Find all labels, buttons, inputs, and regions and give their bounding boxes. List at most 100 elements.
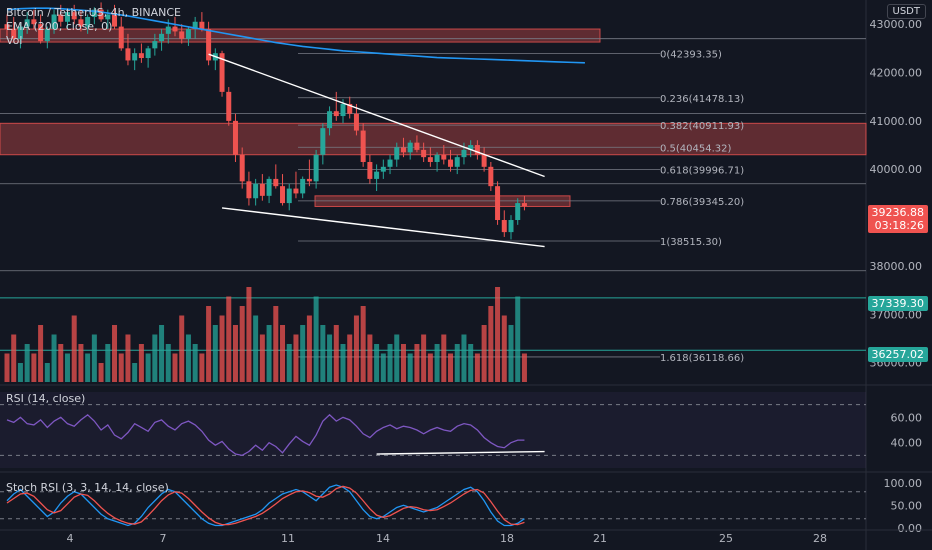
candle-body [85,16,91,27]
candle-body [11,29,17,39]
stoch-axis-tick: 50.00 [891,499,923,512]
stoch-d-line [6,485,525,526]
volume-bar [118,353,124,382]
candle-body [481,154,487,167]
candle-body [387,159,393,167]
candle-body [488,166,494,187]
volume-bar [340,344,346,382]
stoch-rsi-legend: Stoch RSI (3, 3, 14, 14, close) [6,481,169,494]
fib-level-label: 0.5(40454.32) [660,143,732,154]
candle-body [501,220,507,233]
candle-body [508,220,514,233]
candle-body [199,21,205,30]
volume-bar [44,363,50,382]
candle-body [132,53,138,61]
volume-bar [185,334,191,382]
candle-body [313,154,319,182]
fib-level-label: 1(38515.30) [660,237,722,248]
fib-level-label: 1.618(36118.66) [660,353,744,364]
fib-level-label: 0.236(41478.13) [660,94,744,105]
volume-bar [374,344,380,382]
volume-bar [71,315,77,382]
candle-body [38,24,44,42]
candle-body [118,26,124,49]
ema-legend: EMA (200, close, 0) [6,20,113,33]
candle-body [320,128,326,155]
time-axis-tick: 28 [813,532,827,545]
volume-bar [394,334,400,382]
price-axis-tick: 40000.00 [870,163,923,176]
fib-level-label: 0(42393.35) [660,50,722,61]
rsi-line [6,413,525,457]
volume-bar [508,325,514,382]
candle-body [165,26,171,34]
volume-bar [521,353,527,382]
volume-bar [165,344,171,382]
level-label-36257: 36257.02 [867,347,928,362]
candle-body [360,130,366,162]
time-axis-tick: 21 [593,532,607,545]
volume-bar [51,334,57,382]
candle-body [239,154,245,182]
volume-bar [407,353,413,382]
candle-body [367,161,373,179]
ema-200-line [6,7,585,64]
fib-level-label: 0.382(40911.93) [660,121,744,132]
volume-bar [253,315,259,382]
volume-bar [266,325,272,382]
candle-body [266,178,272,196]
candle-body [441,154,447,160]
fib-level-label: 0.786(39345.20) [660,197,744,208]
volume-bar [17,363,23,382]
candle-body [468,145,474,150]
volume-bar [293,334,299,382]
volume-bar [199,353,205,382]
candle-body [4,24,10,30]
volume-bar [347,334,353,382]
volume-bar [427,353,433,382]
rsi-legend: RSI (14, close) [6,392,86,405]
candle-body [333,111,339,117]
candle-body [51,14,57,30]
candle-body [347,103,353,114]
currency-button[interactable]: USDT [886,4,926,19]
price-axis-tick: 43000.00 [870,18,923,31]
volume-bar [172,353,178,382]
volume-bar [192,344,198,382]
candle-body [71,12,77,20]
volume-bar [145,353,151,382]
candle-body [253,183,259,199]
time-axis-tick: 4 [67,532,74,545]
candle-body [374,171,380,179]
price-axis-tick: 38000.00 [870,260,923,273]
candle-body [461,149,467,158]
volume-bar [91,334,97,382]
volume-bar [474,353,480,382]
candle-body [232,120,238,155]
volume-bar [353,315,359,382]
volume-bar [280,325,286,382]
volume-bar [488,306,494,382]
time-axis-tick: 18 [500,532,514,545]
resistance-zone [0,122,867,156]
candle-body [427,157,433,162]
volume-bar [58,344,64,382]
volume-bar [306,315,312,382]
price-axis-tick: 42000.00 [870,67,923,80]
candle-body [206,29,212,61]
candle-body [152,41,158,49]
volume-bar [387,344,393,382]
candle-body [394,147,400,160]
volume-bar [380,353,386,382]
volume-bar [454,344,460,382]
candle-body [98,9,104,20]
candle-body [172,26,178,32]
volume-bar [125,334,131,382]
bar-countdown: 03:18:26 [874,219,924,232]
volume-bar [24,344,30,382]
volume-bar [320,325,326,382]
volume-legend: Vol [6,34,23,47]
candle-body [91,9,97,17]
